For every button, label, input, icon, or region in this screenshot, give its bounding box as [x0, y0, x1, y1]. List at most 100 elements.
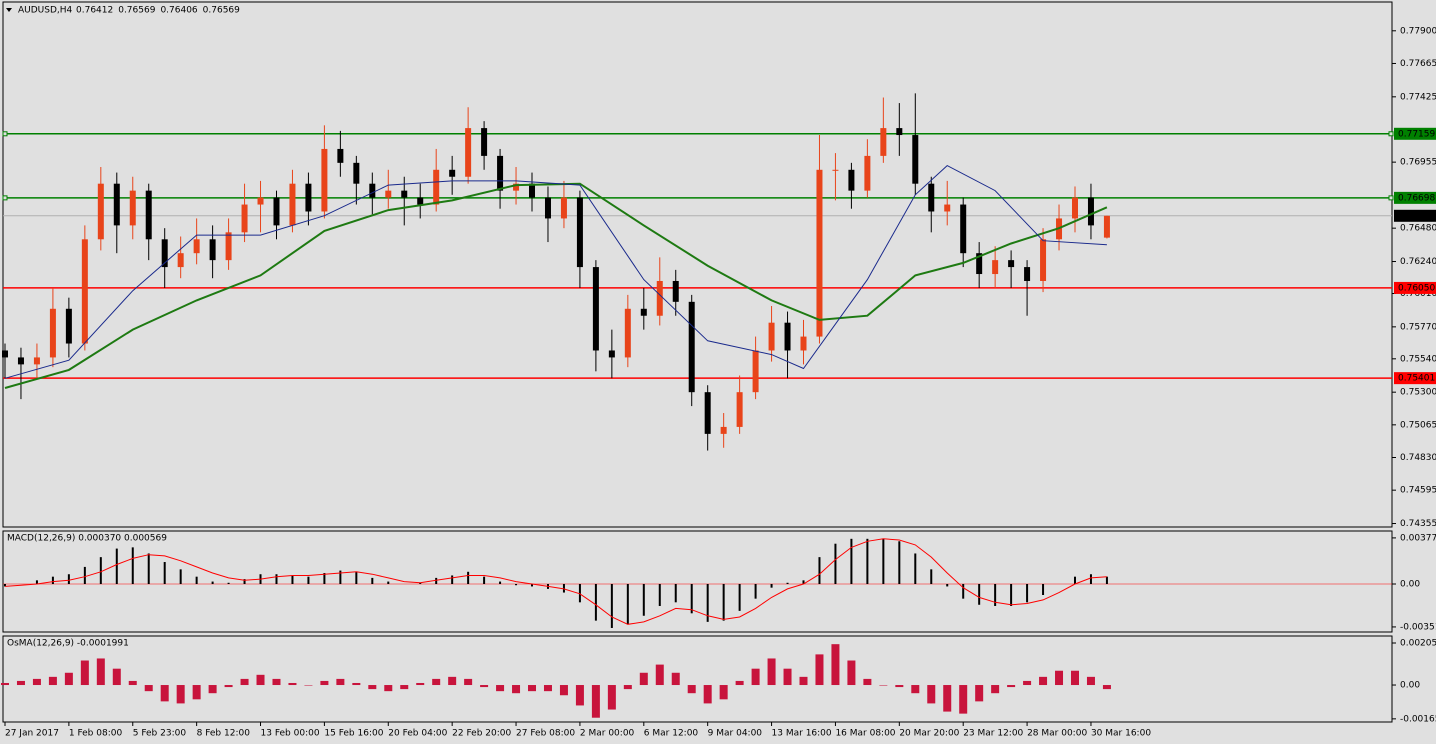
- x-tick-label: 30 Mar 16:00: [1091, 729, 1151, 739]
- candle-body: [209, 239, 216, 261]
- osma-bar: [48, 676, 57, 686]
- y-tick-label: 0.75770: [1400, 322, 1436, 332]
- macd-bar: [323, 573, 326, 585]
- candle-body: [576, 197, 583, 268]
- osma-bar: [384, 685, 393, 692]
- macd-bar: [451, 575, 454, 585]
- osma-bar: [288, 682, 297, 686]
- y-tick-label: 0.74355: [1400, 519, 1436, 529]
- macd-panel: [2, 530, 1393, 633]
- moving-average: [4, 182, 1108, 389]
- candle-body: [17, 357, 24, 365]
- candle-body: [976, 253, 983, 275]
- x-tick-label: 15 Feb 16:00: [324, 729, 383, 739]
- osma-bar: [0, 682, 9, 686]
- macd-bar: [930, 569, 933, 585]
- y-tick-label: 0.74830: [1400, 453, 1436, 463]
- osma-bar: [991, 685, 1000, 694]
- osma-bar: [783, 668, 792, 686]
- osma-bar: [1007, 685, 1016, 688]
- macd-bar: [818, 557, 821, 585]
- osma-bar: [160, 685, 169, 702]
- signal-line: [4, 538, 1107, 625]
- candle-body: [113, 183, 120, 226]
- candle-body: [97, 183, 104, 240]
- osma-bar: [144, 685, 153, 692]
- candle-body: [449, 169, 456, 177]
- macd-bar: [578, 584, 581, 603]
- level-label-box: [1394, 281, 1436, 294]
- osma-bar: [1086, 676, 1095, 686]
- candle-body: [481, 128, 488, 156]
- y-tick-label: 0.74595: [1400, 486, 1436, 496]
- y-tick-label: 0.00: [1400, 580, 1420, 590]
- candle-body: [544, 197, 551, 219]
- candle-body: [497, 155, 504, 191]
- osma-bar: [623, 685, 632, 690]
- macd-bar: [387, 581, 390, 585]
- osma-bar: [671, 672, 680, 686]
- macd-bar: [594, 584, 597, 621]
- osma-bar: [719, 685, 728, 700]
- x-tick-label: 13 Feb 00:00: [261, 729, 320, 739]
- macd-bar: [658, 584, 661, 606]
- header-value: 0.76412: [76, 6, 113, 16]
- y-tick-label: 0.75300: [1400, 388, 1436, 398]
- osma-bar: [192, 685, 201, 700]
- candle-body: [1024, 267, 1031, 281]
- osma-panel: [2, 635, 1393, 723]
- osma-bar: [847, 660, 856, 686]
- osma-bar: [767, 658, 776, 686]
- macd-bar: [1042, 584, 1045, 595]
- level-label-box: [1394, 191, 1436, 204]
- candle-body: [465, 128, 472, 177]
- candle-body: [305, 183, 312, 212]
- macd-bar: [355, 571, 358, 585]
- panel-title: MACD(12,26,9) 0.000370 0.000569: [7, 534, 167, 544]
- macd-bar: [467, 571, 470, 585]
- candle-body: [992, 260, 999, 275]
- x-tick-label: 8 Feb 12:00: [197, 729, 251, 739]
- osma-bar: [336, 678, 345, 686]
- current-price-box: [1394, 209, 1436, 222]
- y-tick-label: 0.76240: [1400, 257, 1436, 267]
- candle-body: [289, 183, 296, 226]
- candle-body: [560, 197, 567, 219]
- level-label-box: [1394, 127, 1436, 140]
- level-label: 0.76050: [1398, 283, 1435, 293]
- macd-bar: [946, 584, 949, 587]
- osma-bar: [1039, 676, 1048, 686]
- x-tick-label: 20 Feb 04:00: [388, 729, 447, 739]
- y-tick-label: 0.77425: [1400, 92, 1436, 102]
- osma-bar: [895, 685, 904, 688]
- candle-body: [832, 169, 839, 171]
- x-tick-label: 2 Mar 00:00: [580, 729, 635, 739]
- y-tick-label: 0.002057: [1400, 639, 1436, 649]
- macd-bar: [99, 557, 102, 585]
- osma-bar: [543, 685, 552, 692]
- candle-body: [257, 197, 264, 205]
- candle-body: [369, 183, 376, 198]
- macd-bar: [642, 584, 645, 616]
- candle-body: [720, 426, 727, 434]
- macd-bar: [67, 574, 70, 585]
- main-panel: [2, 1, 1393, 528]
- macd-bar: [243, 579, 246, 585]
- macd-bar: [914, 553, 917, 585]
- macd-bar: [307, 576, 310, 585]
- level-label: 0.75401: [1398, 374, 1435, 384]
- x-tick-label: 5 Feb 23:00: [133, 729, 187, 739]
- candle-body: [592, 267, 599, 351]
- y-tick-label: 0.76955: [1400, 158, 1436, 168]
- candle-body: [944, 204, 951, 212]
- x-tick-label: 1 Feb 08:00: [69, 729, 123, 739]
- macd-bar: [962, 584, 965, 599]
- osma-bar: [799, 676, 808, 686]
- macd-bar: [562, 584, 565, 593]
- macd-bar: [3, 584, 6, 587]
- osma-bar: [416, 682, 425, 686]
- osma-bar: [959, 685, 968, 714]
- candle-body: [529, 183, 536, 198]
- candle-body: [816, 169, 823, 337]
